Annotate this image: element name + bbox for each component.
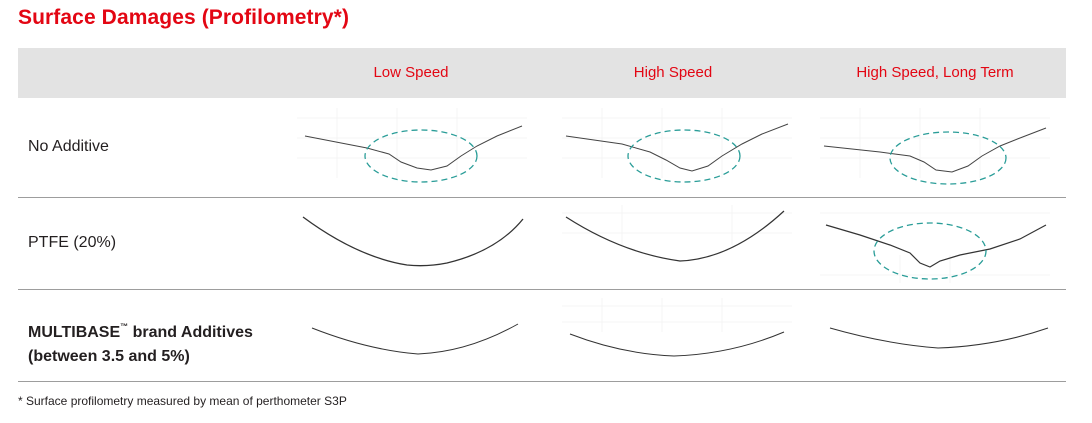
profile-multibase-high-speed: [562, 298, 792, 376]
row-label-multibase-brand: MULTIBASE: [28, 324, 121, 341]
damage-marker-ellipse: [873, 222, 987, 280]
column-header-low-speed: Low Speed: [373, 64, 449, 81]
column-header-high-speed: High Speed: [633, 64, 713, 81]
row-label-multibase-range: (between 3.5 and 5%): [28, 348, 190, 365]
row-divider: [18, 289, 1066, 290]
row-label-multibase: MULTIBASE™ brand Additives (between 3.5 …: [28, 315, 253, 369]
profile-ptfe-high-speed: [562, 205, 792, 283]
damage-marker-ellipse: [627, 129, 741, 183]
profile-curve: [565, 210, 785, 262]
profile-multibase-low-speed: [308, 298, 538, 376]
trademark-symbol: ™: [120, 322, 129, 331]
row-label-multibase-rest: brand Additives: [128, 324, 253, 341]
profile-curve: [823, 127, 1047, 173]
page-title: Surface Damages (Profilometry*): [18, 6, 350, 29]
column-header-high-speed-long-term: High Speed, Long Term: [856, 64, 1014, 81]
profile-multibase-high-speed-long-term: [826, 298, 1056, 376]
row-divider: [18, 197, 1066, 198]
row-label-no-additive: No Additive: [28, 138, 109, 155]
profile-curve: [302, 216, 524, 267]
profile-no-additive-high-speed: [562, 108, 792, 186]
profile-curve: [829, 327, 1049, 349]
table-header-band: [18, 48, 1066, 98]
profile-curve: [565, 123, 789, 172]
footnote: * Surface profilometry measured by mean …: [18, 394, 347, 408]
profile-curve: [304, 125, 523, 171]
row-label-ptfe: PTFE (20%): [28, 234, 117, 251]
row-divider: [18, 381, 1066, 382]
profile-ptfe-low-speed: [297, 205, 527, 283]
profile-curve: [825, 224, 1047, 268]
damage-marker-ellipse: [364, 129, 478, 183]
profile-no-additive-low-speed: [297, 108, 527, 186]
profile-ptfe-high-speed-long-term: [820, 205, 1050, 283]
profile-no-additive-high-speed-long-term: [820, 108, 1050, 186]
profile-curve: [569, 331, 785, 357]
profile-curve: [311, 323, 519, 355]
damage-marker-ellipse: [889, 131, 1007, 185]
